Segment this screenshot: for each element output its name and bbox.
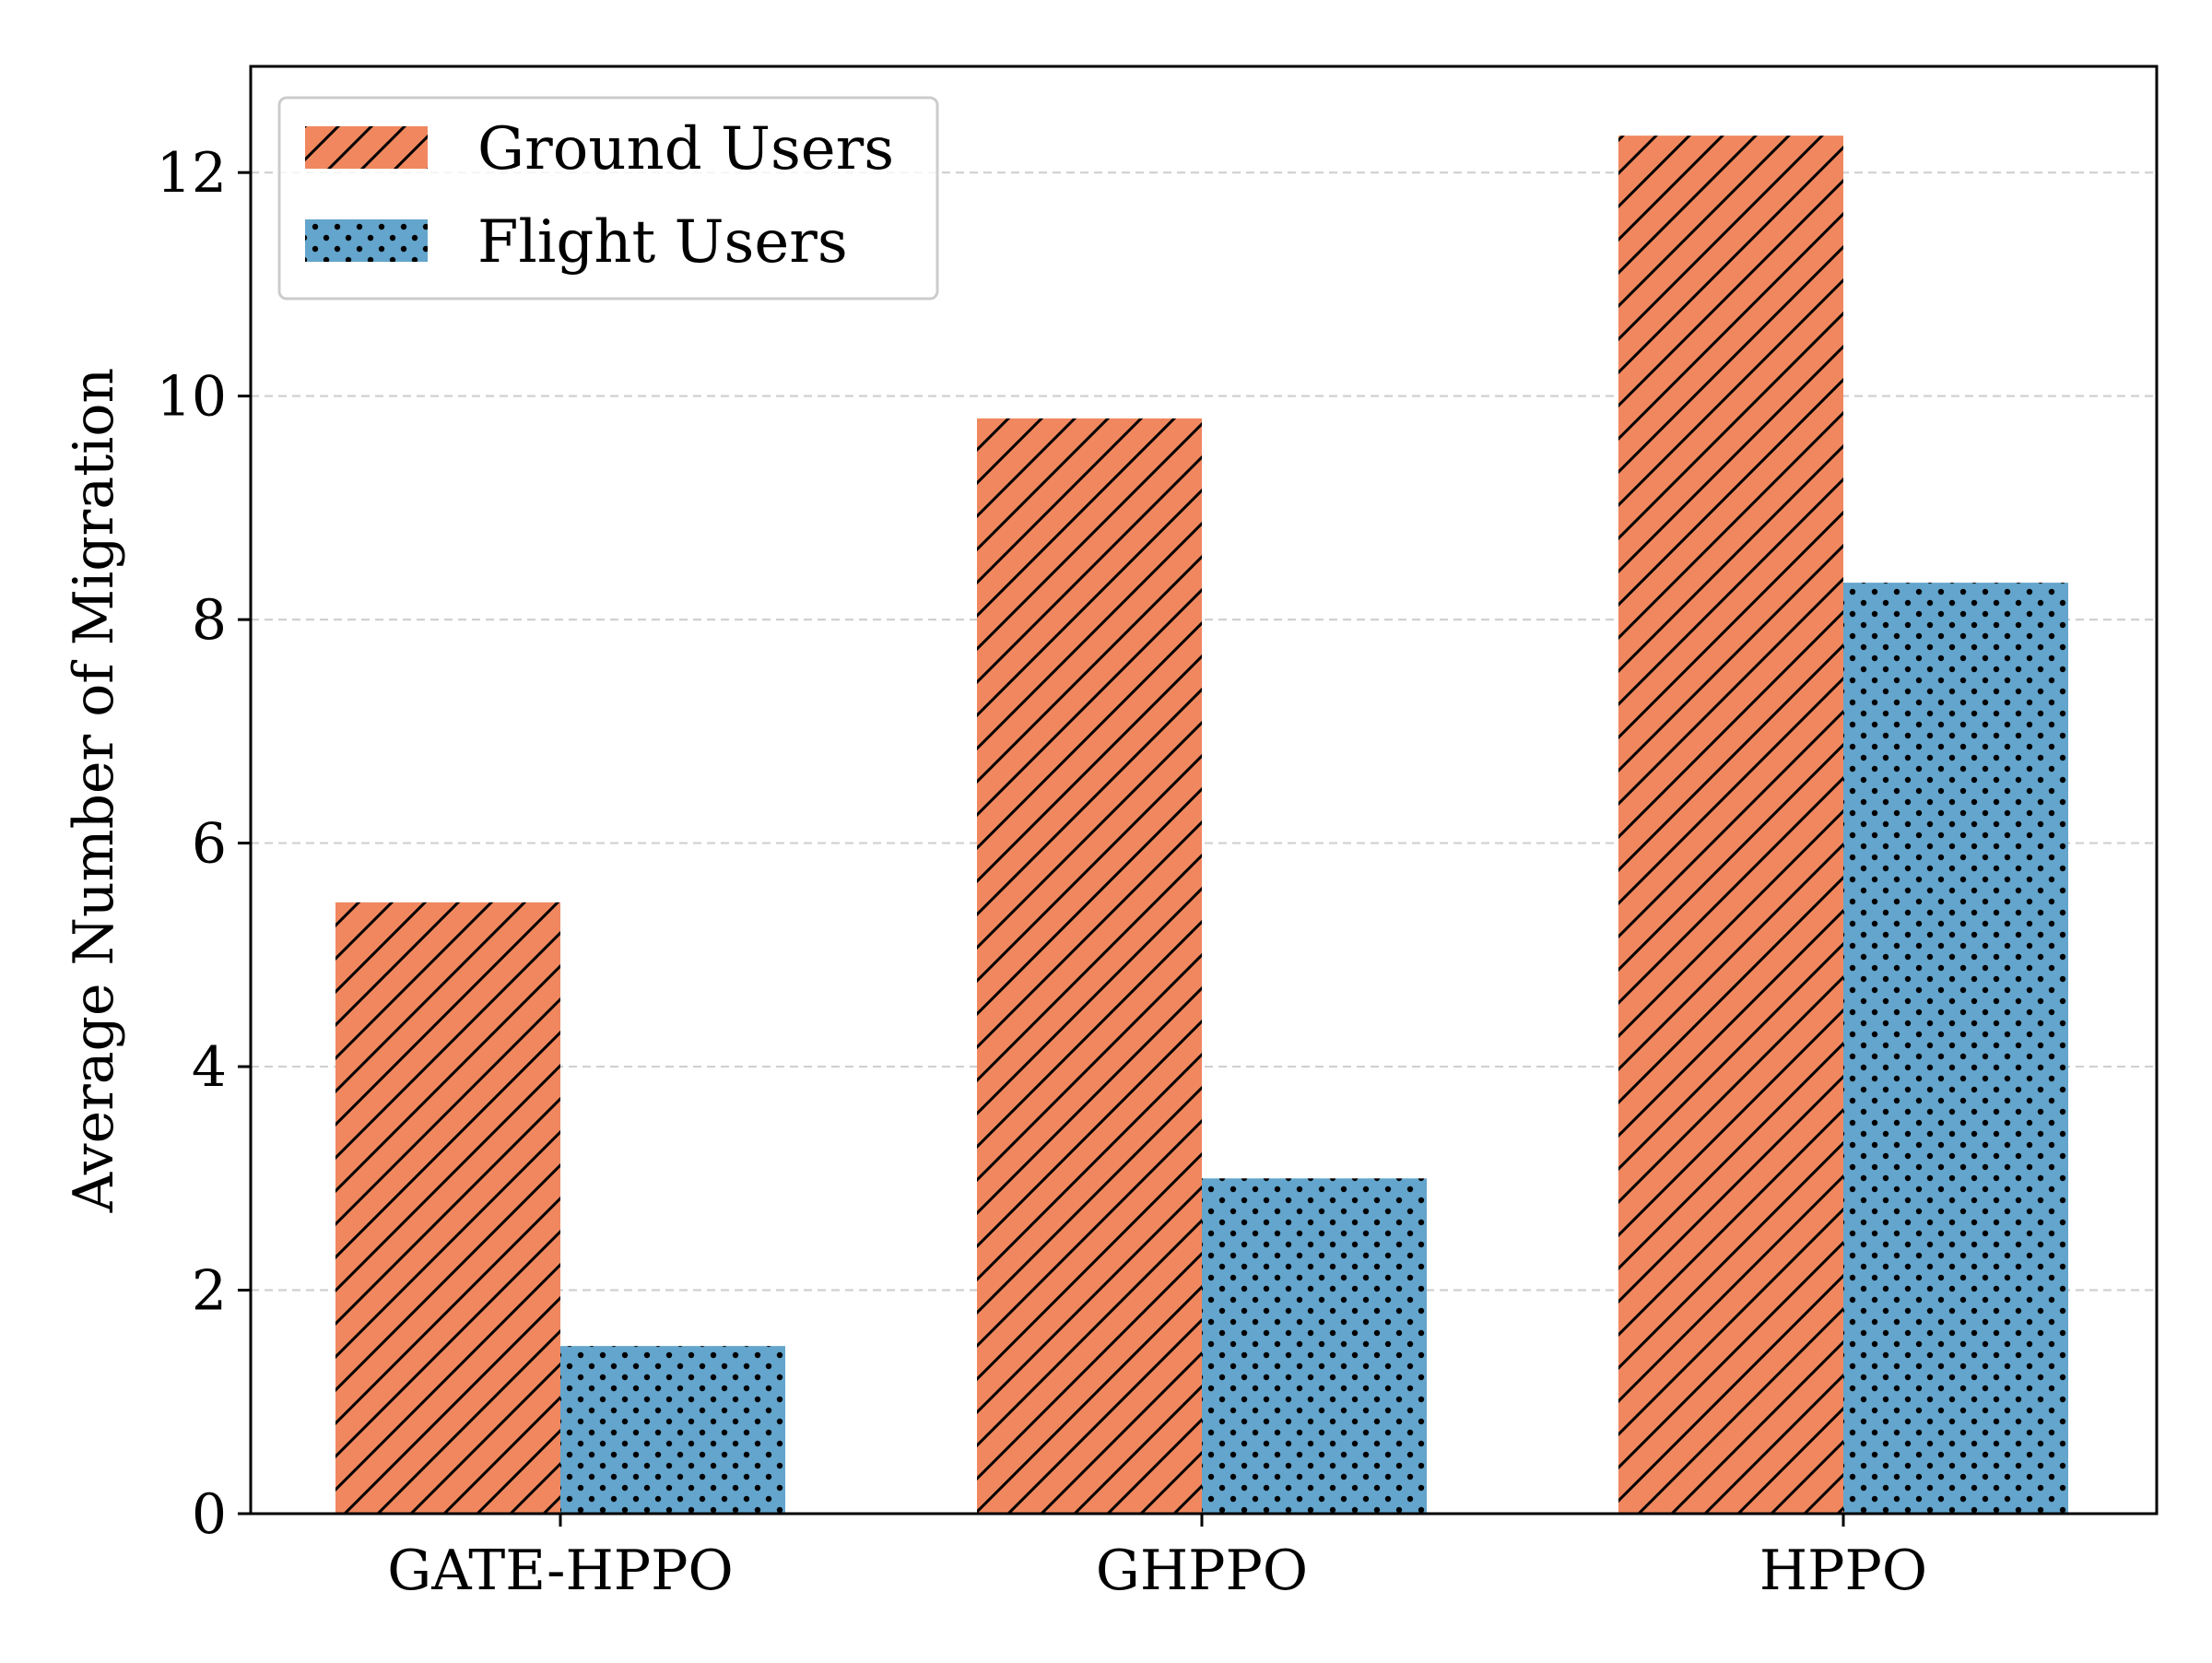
bar-flight-users-1 [1202,1178,1427,1514]
plot-frame [249,65,2159,1516]
x-tick-label: HPPO [1759,1539,1927,1603]
bar-ground-users-2 [1618,136,1843,1514]
bar-ground-users-0 [335,902,560,1514]
bar-ground-users-1 [977,418,1202,1515]
legend-box [277,96,939,301]
legend: Ground Users Flight Users [277,96,939,301]
y-tick-label: 4 [192,1035,227,1100]
x-tick-label: GATE-HPPO [387,1539,733,1603]
y-tick-label: 10 [157,365,227,430]
x-axis-ticks: GATE-HPPO GHPPO HPPO [387,1514,1927,1603]
y-tick-label: 12 [157,141,227,206]
x-tick-label: GHPPO [1096,1539,1308,1603]
legend-label-flight-users: Flight Users [477,208,848,277]
bar-flight-users-0 [560,1346,785,1514]
legend-label-ground-users: Ground Users [477,115,894,183]
bars [335,136,2068,1515]
y-axis-ticks: 0 2 4 6 8 10 12 [157,141,251,1547]
y-tick-label: 2 [192,1259,227,1324]
bar-flight-users-2 [1843,583,2068,1514]
y-axis-label: Average Number of Migration [62,368,126,1213]
y-tick-label: 0 [192,1482,227,1547]
y-tick-label: 8 [192,588,227,653]
legend-swatch-ground-users [305,126,428,169]
legend-swatch-flight-users [305,219,428,262]
y-tick-label: 6 [192,812,227,877]
